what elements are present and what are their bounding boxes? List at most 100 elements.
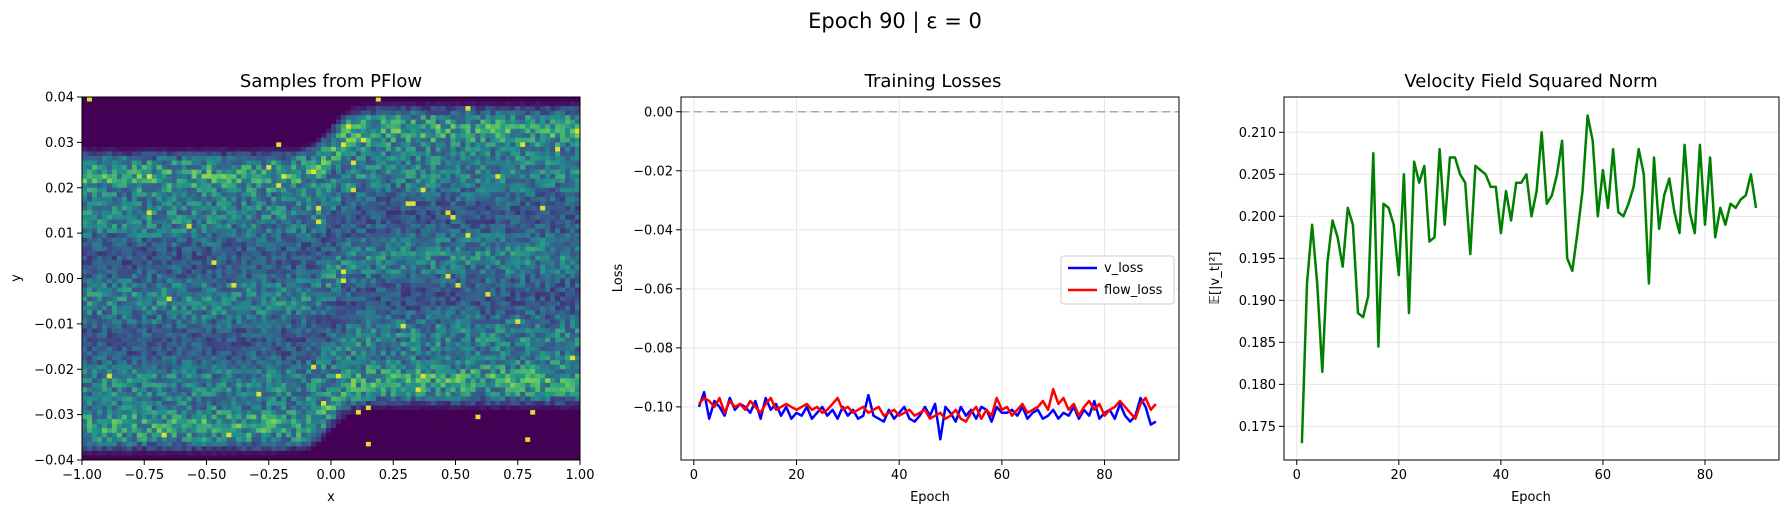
heatmap-cell: [326, 174, 332, 180]
heatmap-cell: [500, 269, 506, 275]
heatmap-cell: [395, 264, 402, 270]
heatmap-cell: [296, 146, 302, 152]
heatmap-cell: [151, 187, 158, 193]
heatmap-cell: [350, 110, 357, 116]
heatmap-cell: [291, 287, 297, 293]
heatmap-cell: [440, 242, 446, 248]
heatmap-cell: [231, 219, 237, 225]
heatmap-cell: [316, 187, 322, 193]
heatmap-cell: [445, 110, 451, 116]
heatmap-cell: [380, 228, 387, 234]
heatmap-cell: [161, 187, 168, 193]
heatmap-cell: [385, 251, 392, 257]
heatmap-cell: [530, 319, 536, 325]
heatmap-cell: [360, 133, 367, 139]
heatmap-cell: [385, 273, 392, 279]
heatmap-cell: [276, 255, 282, 261]
heatmap-cell: [515, 183, 521, 189]
heatmap-cell: [435, 151, 441, 157]
heatmap-cell: [281, 233, 287, 239]
heatmap-cell: [490, 115, 496, 121]
heatmap-cell: [206, 224, 212, 229]
heatmap-cell: [131, 115, 138, 121]
heatmap-cell: [570, 115, 576, 121]
heatmap-cell: [495, 155, 501, 161]
heatmap-cell: [565, 205, 571, 211]
heatmap-cell: [281, 224, 287, 229]
heatmap-cell: [570, 183, 576, 189]
heatmap-cell: [445, 283, 451, 288]
heatmap-cell: [545, 201, 551, 207]
heatmap-cell: [211, 205, 217, 211]
heatmap-cell: [540, 178, 546, 184]
heatmap-cell: [465, 192, 471, 198]
heatmap-cell: [495, 278, 501, 284]
heatmap-cell: [296, 196, 302, 202]
heatmap-cell: [161, 228, 168, 234]
heatmap-cell: [470, 119, 476, 125]
heatmap-cell: [156, 233, 163, 239]
heatmap-cell: [535, 278, 541, 284]
heatmap-cell: [355, 283, 362, 288]
heatmap-cell: [475, 273, 481, 279]
heatmap-cell: [296, 115, 302, 121]
heatmap-cell: [196, 133, 202, 139]
heatmap-cell: [575, 119, 581, 125]
heatmap-cell: [101, 169, 108, 175]
heatmap-cell: [256, 97, 262, 102]
heatmap-cell: [360, 296, 367, 302]
heatmap-cell: [161, 292, 168, 298]
heatmap-cell: [126, 110, 133, 116]
heatmap-cell: [540, 246, 546, 252]
heatmap-cell: [365, 97, 372, 102]
heatmap-cell: [570, 169, 576, 175]
heatmap-cell: [425, 133, 431, 139]
heatmap-cell: [126, 224, 133, 229]
heatmap-cell: [355, 305, 362, 311]
heatmap-cell: [111, 128, 118, 134]
heatmap-cell: [540, 228, 546, 234]
heatmap-cell: [370, 228, 377, 234]
heatmap-cell: [206, 273, 212, 279]
heatmap-cell: [520, 224, 526, 229]
heatmap-cell: [206, 151, 212, 157]
heatmap-cell: [301, 260, 307, 266]
heatmap-cell: [256, 187, 262, 193]
heatmap-cell: [420, 133, 427, 139]
heatmap-cell: [340, 151, 347, 157]
heatmap-cell: [565, 242, 571, 248]
heatmap-cell: [281, 115, 287, 121]
heatmap-cell: [116, 196, 123, 202]
heatmap-cell: [131, 228, 138, 234]
heatmap-cell: [410, 137, 417, 143]
heatmap-cell: [495, 124, 501, 130]
heatmap-cell: [266, 310, 272, 316]
heatmap-cell: [435, 183, 441, 189]
heatmap-cell: [350, 151, 357, 157]
heatmap-cell: [176, 137, 182, 143]
heatmap-cell: [121, 151, 128, 157]
heatmap-cell: [216, 273, 222, 279]
heatmap-cell: [375, 224, 382, 229]
heatmap-cell: [206, 278, 212, 284]
heatmap-cell: [86, 210, 93, 216]
heatmap-cell: [400, 196, 407, 202]
heatmap-cell: [405, 187, 412, 193]
heatmap-cell: [121, 155, 128, 161]
heatmap-cell: [196, 97, 202, 102]
heatmap-cell: [96, 187, 103, 193]
heatmap-cell: [380, 296, 387, 302]
heatmap-cell: [565, 151, 571, 157]
heatmap-cell: [520, 219, 526, 225]
heatmap-cell: [226, 319, 232, 325]
heatmap-cell: [146, 106, 153, 112]
heatmap-cell: [311, 314, 317, 320]
heatmap-cell: [485, 124, 491, 130]
heatmap-cell: [520, 264, 526, 270]
heatmap-cell: [146, 237, 153, 243]
heatmap-cell: [321, 237, 327, 243]
heatmap-cell: [480, 219, 486, 225]
heatmap-cell: [440, 251, 446, 257]
heatmap-cell: [181, 201, 187, 207]
heatmap-cell: [161, 169, 168, 175]
